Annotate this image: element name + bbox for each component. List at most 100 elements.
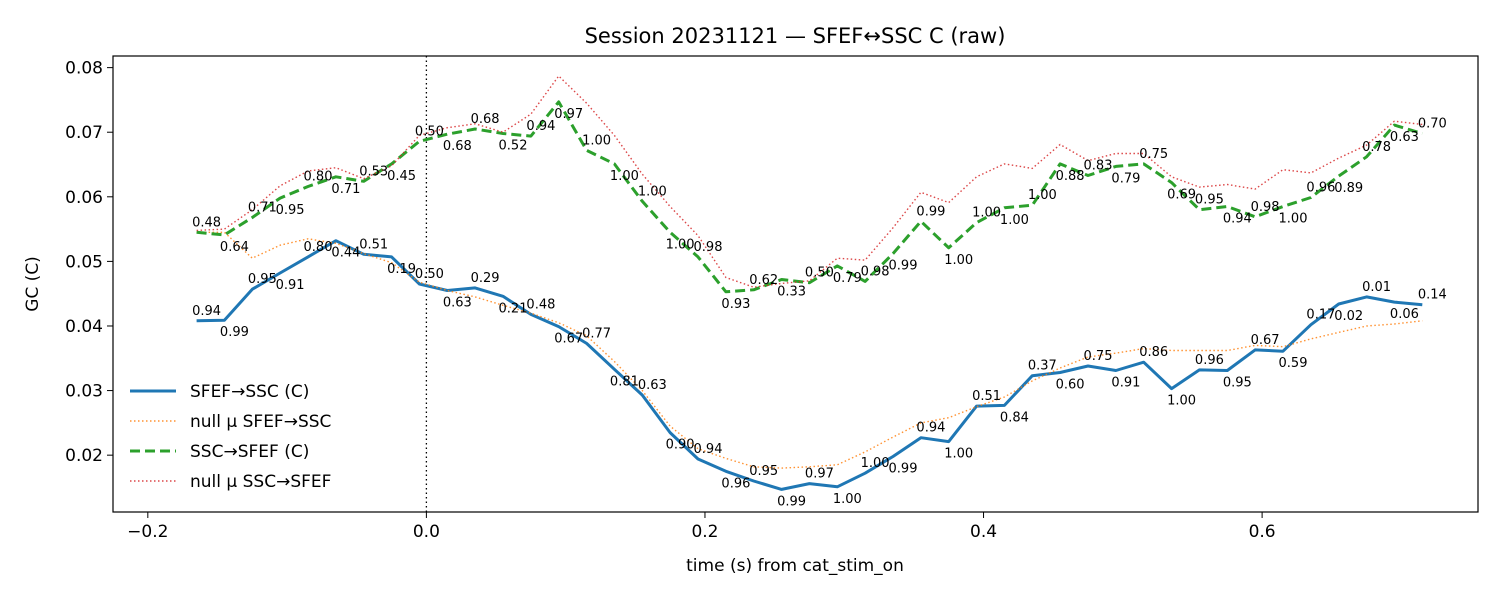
p-value-label: 0.48 [192, 215, 221, 230]
p-value-labels: 0.940.990.950.910.800.440.510.190.500.63… [192, 107, 1447, 509]
legend-label: SFEF→SSC (C) [190, 382, 309, 402]
p-value-label: 0.75 [1084, 349, 1113, 364]
p-value-label: 0.95 [276, 203, 305, 218]
p-value-label: 0.63 [638, 378, 667, 393]
p-value-label: 0.84 [1000, 410, 1029, 425]
legend-label: null μ SFEF→SSC [190, 412, 331, 432]
p-value-label: 0.96 [1306, 181, 1335, 196]
p-value-label: 0.99 [777, 494, 806, 509]
p-value-label: 0.95 [749, 464, 778, 479]
p-value-label: 0.52 [499, 139, 528, 154]
p-value-label: 0.90 [666, 438, 695, 453]
legend: SFEF→SSC (C) null μ SFEF→SSC SSC→SFEF (C) n… [130, 382, 331, 492]
p-value-label: 0.29 [471, 271, 500, 286]
p-value-label: 0.50 [805, 266, 834, 281]
p-value-label: 1.00 [638, 184, 667, 199]
p-value-label: 0.68 [443, 139, 472, 154]
p-value-label: 0.06 [1390, 307, 1419, 322]
p-value-label: 0.95 [1223, 376, 1252, 391]
p-value-label: 0.02 [1334, 309, 1363, 324]
p-value-label: 0.45 [387, 169, 416, 184]
p-value-label: 0.71 [331, 182, 360, 197]
y-tick-label: 0.07 [65, 123, 103, 143]
p-value-label: 0.97 [554, 107, 583, 122]
p-value-label: 0.68 [471, 112, 500, 127]
p-value-label: 1.00 [861, 456, 890, 471]
p-value-label: 0.94 [526, 119, 555, 134]
p-value-label: 0.60 [1056, 378, 1085, 393]
p-value-label: 0.91 [1111, 376, 1140, 391]
p-value-label: 0.78 [1362, 140, 1391, 155]
p-value-label: 0.14 [1418, 288, 1447, 303]
p-value-label: 0.96 [721, 476, 750, 491]
p-value-label: 0.71 [248, 201, 277, 216]
p-value-label: 0.91 [276, 278, 305, 293]
y-axis-label: GC (C) [23, 256, 43, 312]
p-value-label: 0.51 [359, 237, 388, 252]
p-value-label: 0.51 [972, 389, 1001, 404]
p-value-label: 0.88 [1056, 169, 1085, 184]
p-value-label: 0.19 [387, 262, 416, 277]
series-line-2 [196, 100, 1423, 294]
p-value-label: 0.53 [359, 164, 388, 179]
p-value-label: 0.33 [777, 285, 806, 300]
p-value-label: 1.00 [666, 237, 695, 252]
y-tick-label: 0.04 [65, 317, 103, 337]
p-value-label: 1.00 [1028, 188, 1057, 203]
p-value-label: 0.44 [331, 246, 360, 261]
p-value-label: 0.83 [1084, 159, 1113, 174]
p-value-label: 0.75 [1139, 147, 1168, 162]
p-value-label: 0.97 [805, 467, 834, 482]
p-value-label: 0.81 [610, 374, 639, 389]
p-value-label: 1.00 [582, 133, 611, 148]
y-tick-label: 0.06 [65, 188, 103, 208]
x-tick-label: 0.4 [970, 522, 997, 542]
p-value-label: 0.93 [721, 297, 750, 312]
p-value-label: 0.48 [526, 297, 555, 312]
chart-title: Session 20231121 — SFEF↔SSC C (raw) [585, 24, 1006, 48]
plot-frame [112, 55, 1479, 513]
p-value-label: 0.98 [694, 240, 723, 255]
p-value-label: 0.99 [220, 325, 249, 340]
x-tick-label: 0.2 [691, 522, 718, 542]
y-tick-label: 0.05 [65, 252, 103, 272]
x-tick-label: 0.0 [413, 522, 440, 542]
p-value-label: 0.99 [889, 462, 918, 477]
p-value-label: 0.99 [916, 204, 945, 219]
p-value-label: 0.59 [1279, 356, 1308, 371]
p-value-label: 0.79 [1111, 171, 1140, 186]
p-value-label: 0.86 [1139, 345, 1168, 360]
p-value-label: 0.70 [1418, 117, 1447, 132]
p-value-label: 0.67 [554, 332, 583, 347]
p-value-label: 0.63 [1390, 130, 1419, 145]
x-axis-label: time (s) from cat_stim_on [686, 556, 904, 576]
p-value-label: 1.00 [944, 447, 973, 462]
series-line-1 [196, 231, 1423, 469]
p-value-label: 0.80 [304, 240, 333, 255]
legend-label: SSC→SFEF (C) [190, 442, 309, 462]
p-value-label: 0.50 [415, 124, 444, 139]
p-value-label: 0.95 [1195, 193, 1224, 208]
p-value-label: 1.00 [1279, 212, 1308, 227]
series-line-0 [196, 239, 1423, 491]
p-value-label: 0.67 [1251, 333, 1280, 348]
p-value-label: 0.64 [220, 240, 249, 255]
p-value-label: 0.96 [1195, 353, 1224, 368]
p-value-label: 1.00 [1000, 213, 1029, 228]
p-value-label: 1.00 [944, 253, 973, 268]
p-value-label: 0.62 [749, 273, 778, 288]
p-value-label: 0.99 [889, 259, 918, 274]
p-value-label: 0.37 [1028, 359, 1057, 374]
p-value-label: 0.94 [916, 421, 945, 436]
p-value-label: 0.89 [1334, 181, 1363, 196]
p-value-label: 0.63 [443, 296, 472, 311]
p-value-label: 0.17 [1306, 308, 1335, 323]
p-value-label: 0.01 [1362, 280, 1391, 295]
x-tick-label: 0.6 [1249, 522, 1276, 542]
p-value-label: 1.00 [610, 169, 639, 184]
p-value-label: 0.94 [694, 442, 723, 457]
p-value-label: 0.21 [499, 301, 528, 316]
x-axis: −0.2 0.0 0.2 0.4 0.6 [127, 512, 1276, 542]
p-value-label: 0.79 [833, 271, 862, 286]
